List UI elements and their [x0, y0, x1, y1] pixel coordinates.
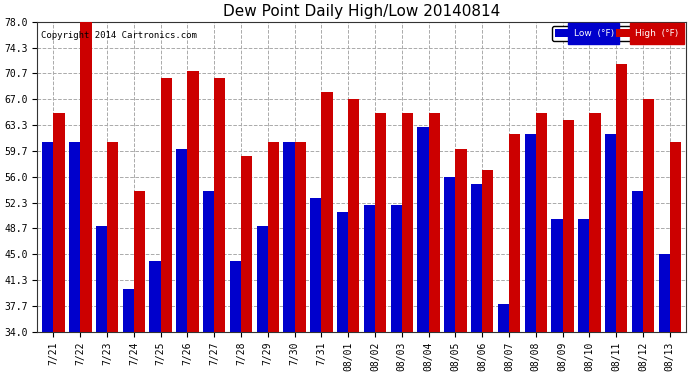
Bar	[230, 261, 241, 332]
Bar	[589, 113, 600, 332]
Bar	[80, 22, 92, 332]
Bar	[322, 92, 333, 332]
Bar	[310, 198, 322, 332]
Bar	[150, 261, 161, 332]
Legend: Low  (°F), High  (°F): Low (°F), High (°F)	[552, 26, 681, 41]
Bar	[471, 184, 482, 332]
Bar	[96, 226, 107, 332]
Bar	[364, 205, 375, 332]
Bar	[241, 156, 253, 332]
Bar	[203, 191, 214, 332]
Bar	[295, 141, 306, 332]
Bar	[375, 113, 386, 332]
Bar	[107, 141, 118, 332]
Bar	[482, 170, 493, 332]
Bar	[562, 120, 574, 332]
Bar	[161, 78, 172, 332]
Text: Copyright 2014 Cartronics.com: Copyright 2014 Cartronics.com	[41, 31, 197, 40]
Bar	[337, 212, 348, 332]
Bar	[524, 135, 535, 332]
Bar	[284, 141, 295, 332]
Bar	[391, 205, 402, 332]
Bar	[497, 303, 509, 332]
Bar	[455, 148, 466, 332]
Bar	[42, 141, 53, 332]
Bar	[444, 177, 455, 332]
Bar	[605, 135, 616, 332]
Bar	[509, 135, 520, 332]
Bar	[402, 113, 413, 332]
Bar	[551, 219, 562, 332]
Bar	[214, 78, 226, 332]
Bar	[428, 113, 440, 332]
Bar	[176, 148, 188, 332]
Bar	[417, 128, 428, 332]
Bar	[134, 191, 145, 332]
Bar	[257, 226, 268, 332]
Bar	[348, 99, 359, 332]
Bar	[578, 219, 589, 332]
Bar	[268, 141, 279, 332]
Bar	[69, 141, 80, 332]
Bar	[670, 141, 681, 332]
Title: Dew Point Daily High/Low 20140814: Dew Point Daily High/Low 20140814	[223, 4, 500, 19]
Bar	[632, 191, 643, 332]
Bar	[535, 113, 547, 332]
Bar	[616, 64, 627, 332]
Bar	[53, 113, 65, 332]
Bar	[658, 254, 670, 332]
Bar	[188, 71, 199, 332]
Bar	[123, 290, 134, 332]
Bar	[643, 99, 654, 332]
